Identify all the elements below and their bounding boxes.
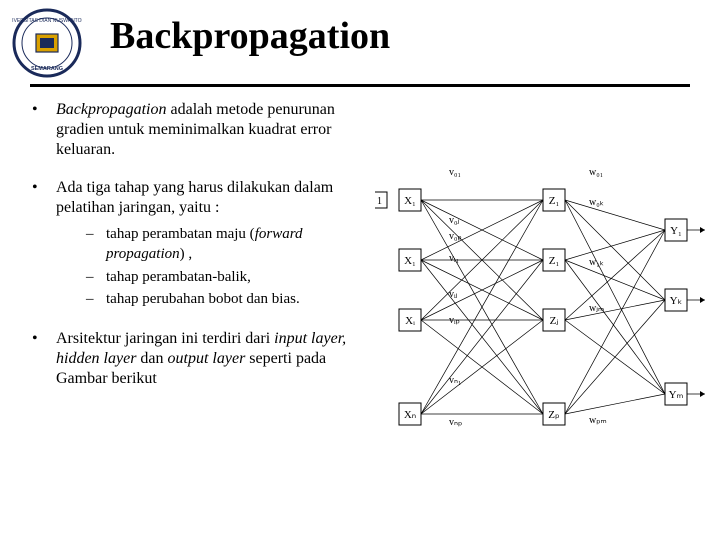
sub-2-text: tahap perambatan-balik, <box>106 267 251 287</box>
svg-text:Zⱼ: Zⱼ <box>550 315 559 327</box>
title-underline <box>30 84 690 87</box>
svg-text:wⱼₘ: wⱼₘ <box>589 303 604 314</box>
sub-1-pre: tahap perambatan maju ( <box>106 226 255 242</box>
network-diagram: 1 X₁ X₁ Xᵢ Xₙ Z₁ Z₁ Zⱼ Zₚ Y₁ Yₖ Yₘ v₀₁ v₀ⱼ v₀ₚ vᵢ₁ vᵢⱼ vᵢ… <box>375 135 705 455</box>
sub-2: – tahap perambatan-balik, <box>86 267 362 287</box>
bullet-3-pre: Arsitektur jaringan ini terdiri dari <box>56 330 274 347</box>
svg-text:v₀ⱼ: v₀ⱼ <box>449 215 459 226</box>
svg-text:Z₁: Z₁ <box>549 255 560 267</box>
svg-text:Xₙ: Xₙ <box>404 409 416 421</box>
bullet-3-mid: dan <box>136 350 167 367</box>
content-area: • Backpropagation adalah metode penuruna… <box>32 100 362 407</box>
sub-3-text: tahap perubahan bobot dan bias. <box>106 289 300 309</box>
bullet-3-it2: output layer <box>168 350 246 367</box>
sub-1-post: ) , <box>180 246 193 262</box>
bullet-2: • Ada tiga tahap yang harus dilakukan da… <box>32 178 362 311</box>
bullet-3: • Arsitektur jaringan ini terdiri dari i… <box>32 329 362 389</box>
svg-text:Xᵢ: Xᵢ <box>405 315 415 327</box>
svg-text:Y₁: Y₁ <box>670 225 682 237</box>
svg-text:w₀₁: w₀₁ <box>589 167 603 178</box>
svg-text:Yₖ: Yₖ <box>670 295 683 307</box>
bullet-1-lead: Backpropagation <box>56 101 167 118</box>
svg-text:1: 1 <box>377 196 382 207</box>
svg-text:vᵢₚ: vᵢₚ <box>449 315 460 326</box>
sub-1: – tahap perambatan maju (forward propaga… <box>86 224 362 265</box>
svg-text:w₁ₖ: w₁ₖ <box>589 257 604 268</box>
svg-text:Z₁: Z₁ <box>549 195 560 207</box>
svg-text:vᵢ₁: vᵢ₁ <box>449 253 459 264</box>
svg-text:w₀ₖ: w₀ₖ <box>589 197 604 208</box>
svg-text:vₙ₁: vₙ₁ <box>449 375 461 386</box>
svg-text:X₁: X₁ <box>404 255 416 267</box>
svg-text:Yₘ: Yₘ <box>669 389 684 401</box>
svg-text:v₀₁: v₀₁ <box>449 167 461 178</box>
bullet-2-text: Ada tiga tahap yang harus dilakukan dala… <box>56 179 333 216</box>
svg-text:X₁: X₁ <box>404 195 416 207</box>
svg-text:vᵢⱼ: vᵢⱼ <box>449 289 458 300</box>
svg-text:UNIVERSITAS DIAN NUSWANTORO: UNIVERSITAS DIAN NUSWANTORO <box>12 18 82 24</box>
svg-text:wₚₘ: wₚₘ <box>589 415 607 426</box>
svg-text:vₙₚ: vₙₚ <box>449 417 462 428</box>
svg-text:Zₚ: Zₚ <box>548 409 560 421</box>
svg-text:v₀ₚ: v₀ₚ <box>449 231 462 242</box>
sub-3: – tahap perubahan bobot dan bias. <box>86 289 362 309</box>
bullet-1: • Backpropagation adalah metode penuruna… <box>32 100 362 160</box>
svg-text:SEMARANG: SEMARANG <box>31 66 63 72</box>
university-logo: UNIVERSITAS DIAN NUSWANTORO SEMARANG <box>12 8 82 78</box>
slide-title: Backpropagation <box>110 14 390 58</box>
